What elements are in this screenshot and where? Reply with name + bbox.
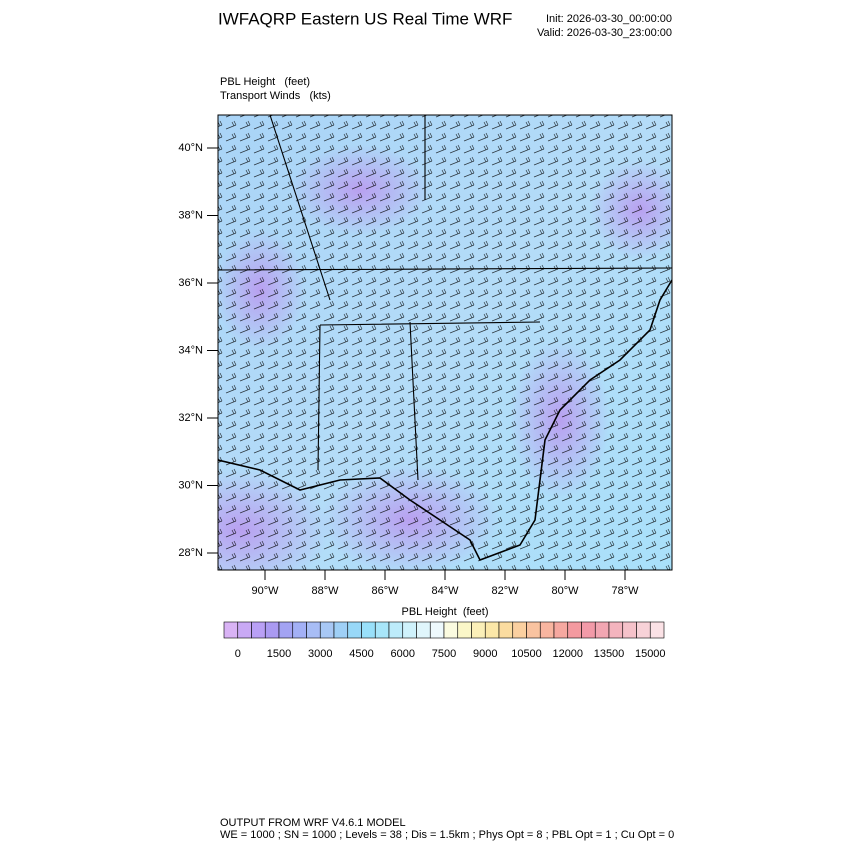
- colorbar-swatch: [374, 621, 390, 639]
- colorbar-swatch: [429, 621, 445, 639]
- lat-label: 34°N: [178, 344, 203, 356]
- colorbar-swatch: [498, 621, 514, 639]
- colorbar-swatch: [292, 621, 307, 639]
- colorbar-swatch: [237, 621, 252, 639]
- lon-label: 84°W: [431, 585, 459, 597]
- colorbar-swatch: [471, 621, 486, 639]
- lat-label: 40°N: [178, 142, 203, 154]
- colorbar-label: 10500: [511, 648, 542, 660]
- map-field: [218, 115, 672, 570]
- lon-label: 80°W: [551, 585, 579, 597]
- title: IWFAQRP Eastern US Real Time WRF: [218, 9, 512, 28]
- colorbar-label: 0: [235, 648, 241, 660]
- colorbar-swatch: [526, 621, 541, 639]
- colorbar-swatch: [223, 621, 239, 639]
- colorbar-label: 4500: [349, 648, 373, 660]
- colorbar-swatch: [608, 621, 624, 639]
- lon-label: 82°W: [491, 585, 519, 597]
- valid-time: Valid: 2026-03-30_23:00:00: [537, 27, 672, 39]
- lon-label: 78°W: [611, 585, 639, 597]
- lat-label: 32°N: [178, 412, 203, 424]
- colorbar-label: 12000: [552, 648, 583, 660]
- colorbar-swatch: [416, 621, 431, 639]
- colorbar-swatch: [567, 621, 582, 639]
- colorbar-swatch: [306, 621, 321, 639]
- colorbar-swatch: [594, 621, 610, 639]
- lon-axis: 90°W 88°W 86°W 84°W 82°W 80°W 78°W: [251, 570, 639, 597]
- colorbar-swatch: [457, 621, 472, 639]
- colorbar-swatch: [278, 621, 294, 639]
- colorbar-swatch: [347, 621, 362, 639]
- colorbar-swatch: [333, 621, 349, 639]
- init-time: Init: 2026-03-30_00:00:00: [546, 13, 672, 25]
- colorbar-label: 1500: [267, 648, 291, 660]
- colorbar-label: 13500: [594, 648, 625, 660]
- colorbar-swatch: [443, 621, 459, 639]
- colorbar-swatch: [636, 621, 651, 639]
- colorbar-swatch: [539, 621, 555, 639]
- lat-label: 30°N: [178, 479, 203, 491]
- colorbar-swatch: [402, 621, 417, 639]
- colorbar-swatch: [388, 621, 404, 639]
- lon-label: 88°W: [311, 585, 339, 597]
- colorbar-label: 9000: [473, 648, 497, 660]
- lon-label: 86°W: [371, 585, 399, 597]
- lat-axis: 40°N 38°N 36°N 34°N 32°N 30°N 28°N: [178, 142, 218, 559]
- colorbar-label: 6000: [391, 648, 415, 660]
- colorbar-swatch: [622, 621, 637, 639]
- colorbar-swatch: [264, 621, 280, 639]
- colorbar-swatch: [251, 621, 266, 639]
- footer-line: OUTPUT FROM WRF V4.6.1 MODEL: [220, 817, 406, 829]
- lat-label: 28°N: [178, 547, 203, 559]
- lat-label: 38°N: [178, 209, 203, 221]
- colorbar-label: 15000: [635, 648, 666, 660]
- lon-label: 90°W: [251, 585, 279, 597]
- colorbar-swatch: [361, 621, 376, 639]
- colorbar-label: 3000: [308, 648, 332, 660]
- colorbar-swatch: [512, 621, 527, 639]
- wind-label: Transport Winds (kts): [220, 90, 331, 102]
- colorbar-swatch: [553, 621, 569, 639]
- field-label: PBL Height (feet): [220, 76, 310, 88]
- colorbar-swatch: [649, 621, 665, 639]
- colorbar-title: PBL Height (feet): [401, 606, 488, 618]
- colorbar-label: 7500: [432, 648, 456, 660]
- colorbar: 0 1500 3000 4500 6000 7500 9000 10500 12000 13500…: [223, 621, 666, 660]
- colorbar-swatch: [484, 621, 500, 639]
- colorbar-swatch: [581, 621, 596, 639]
- footer-line: WE = 1000 ; SN = 1000 ; Levels = 38 ; Di…: [220, 829, 674, 841]
- lat-label: 36°N: [178, 277, 203, 289]
- colorbar-swatch: [319, 621, 335, 639]
